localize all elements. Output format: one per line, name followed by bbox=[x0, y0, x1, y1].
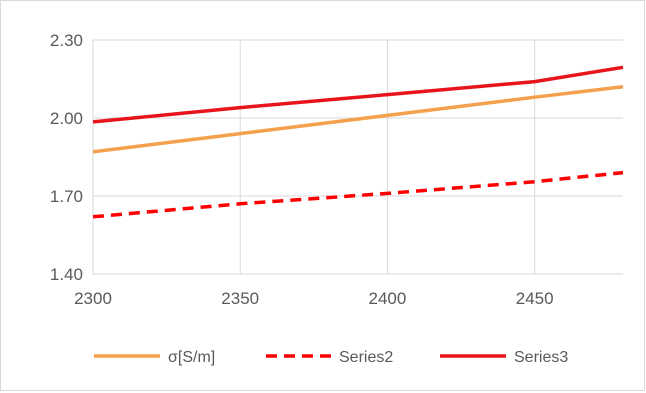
gridlines bbox=[92, 39, 623, 275]
x-tick-label: 2300 bbox=[74, 289, 112, 308]
legend: σ[S/m] Series2 Series3 bbox=[94, 349, 568, 366]
y-tick-label: 1.40 bbox=[50, 265, 83, 284]
x-tick-label: 2400 bbox=[369, 289, 407, 308]
y-tick-label: 2.30 bbox=[50, 31, 83, 50]
legend-label-2: Series2 bbox=[339, 349, 393, 366]
x-tick-label: 2350 bbox=[221, 289, 259, 308]
series-line-3 bbox=[92, 65, 624, 124]
series-line-1 bbox=[92, 85, 624, 154]
series-line-2 bbox=[92, 170, 624, 219]
legend-label-3: Series3 bbox=[514, 349, 568, 366]
series-lines bbox=[92, 65, 624, 219]
y-tick-label: 2.00 bbox=[50, 109, 83, 128]
x-tick-label: 2450 bbox=[516, 289, 554, 308]
tick-labels: 1.40 1.70 2.00 2.30 2300 2350 2400 2450 bbox=[50, 31, 554, 308]
legend-label-1: σ[S/m] bbox=[168, 349, 215, 366]
y-tick-label: 1.70 bbox=[50, 187, 83, 206]
